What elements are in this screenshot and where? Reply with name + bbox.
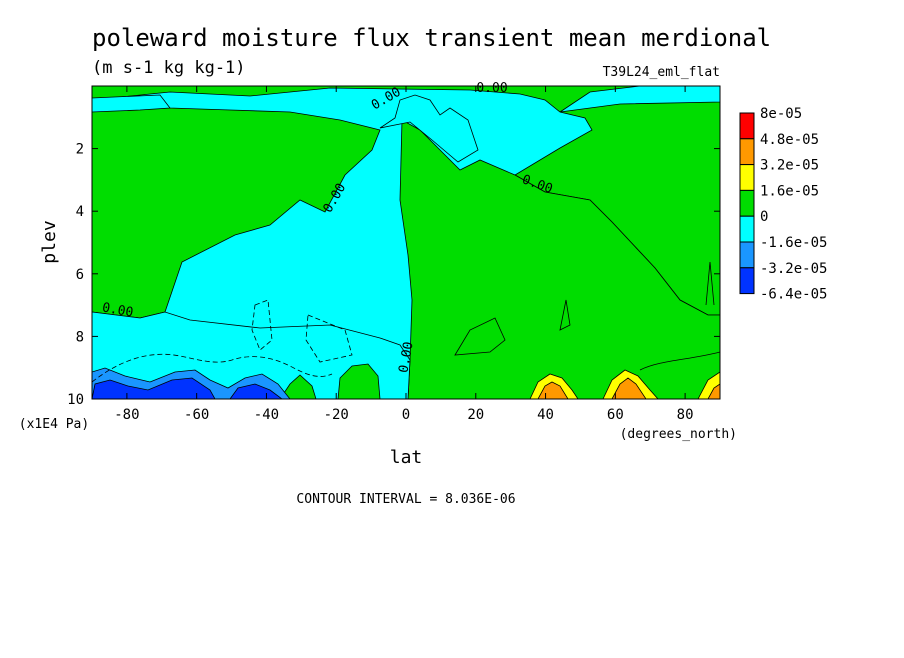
- y-tick-label: 2: [76, 142, 84, 158]
- zero-contour-label: 0.00: [101, 300, 134, 320]
- zero-contour-label: 0.00: [396, 341, 416, 374]
- negative-pocket-top-right: [559, 86, 720, 113]
- positive-region-equator: [399, 119, 720, 399]
- y-tick-label: 8: [76, 329, 84, 345]
- colorbar-swatch: [739, 241, 755, 269]
- y-axis-units: (x1E4 Pa): [19, 417, 89, 432]
- colorbar-swatch: [739, 138, 755, 166]
- colorbar-label: 8e-05: [760, 106, 802, 122]
- zero-contour-labels: 0.00 0.000.00 0.000.000.00: [101, 81, 555, 374]
- colorbar-swatch: [739, 164, 755, 191]
- y-axis-label: plev: [39, 220, 60, 263]
- colorbar-swatch: [739, 189, 755, 217]
- strong-negative-cell-a: [92, 377, 216, 399]
- x-tick-label: 60: [607, 407, 624, 423]
- x-tick-label: -60: [184, 407, 209, 423]
- x-tick-label: 0: [402, 407, 410, 423]
- colorbar-swatch: [739, 112, 755, 140]
- zero-contour-label: 0.00: [476, 81, 507, 96]
- colorbar: 8e-05 4.8e-05 3.2e-05 1.6e-05 0 -1.6e-05 -3.2e…: [739, 106, 827, 303]
- colorbar-label: 1.6e-05: [760, 183, 819, 199]
- strong-negative-cell-b: [229, 383, 283, 399]
- experiment-label: T39L24_eml_flat: [603, 65, 720, 80]
- negative-pocket-upper-mid: [379, 94, 479, 163]
- negative-pocket-top-left: [92, 94, 171, 113]
- solid-contour-a: [454, 317, 506, 356]
- plot-area: [92, 86, 720, 399]
- y-tick-label: 10: [67, 392, 84, 408]
- positive-bottom-patch-a: [337, 363, 381, 399]
- chart-subtitle: (m s-1 kg kg-1): [92, 58, 246, 78]
- colorbar-label: 3.2e-05: [760, 158, 819, 174]
- solid-contour-c: [639, 351, 720, 371]
- dashed-contour-c: [251, 299, 273, 351]
- colorbar-swatch: [739, 215, 755, 243]
- x-axis-units: (degrees_north): [620, 427, 737, 442]
- x-axis: -80 -60 -40 -20 0 20 40 60 80: [114, 86, 694, 423]
- colorbar-label: -1.6e-05: [760, 235, 827, 251]
- x-tick-label: 20: [467, 407, 484, 423]
- y-tick-label: 6: [76, 267, 84, 283]
- colorbar-swatch: [739, 267, 755, 295]
- x-tick-label: -80: [114, 407, 139, 423]
- dashed-contour-a: [92, 353, 333, 383]
- x-axis-label: lat: [390, 447, 423, 468]
- positive-bottom-patch-b: [279, 374, 317, 399]
- solid-contour-d: [705, 261, 715, 306]
- strong-positive-cell-c: [707, 383, 720, 399]
- x-tick-label: -20: [324, 407, 349, 423]
- colorbar-label: -3.2e-05: [760, 261, 827, 277]
- colorbar-label: 4.8e-05: [760, 132, 819, 148]
- dashed-contour-b: [305, 314, 353, 363]
- solid-contour-b: [559, 299, 571, 331]
- x-tick-label: 80: [677, 407, 694, 423]
- contour-interval-text: CONTOUR INTERVAL = 8.036E-06: [296, 492, 515, 507]
- x-tick-label: -40: [254, 407, 279, 423]
- chart-title: poleward moisture flux transient mean me…: [92, 24, 771, 52]
- strong-positive-cell-b: [611, 377, 647, 399]
- x-tick-label: 40: [537, 407, 554, 423]
- y-tick-label: 4: [76, 204, 84, 220]
- colorbar-label: -6.4e-05: [760, 287, 827, 303]
- colorbar-label: 0: [760, 209, 768, 225]
- y-axis: 2 4 6 8 10: [67, 142, 720, 408]
